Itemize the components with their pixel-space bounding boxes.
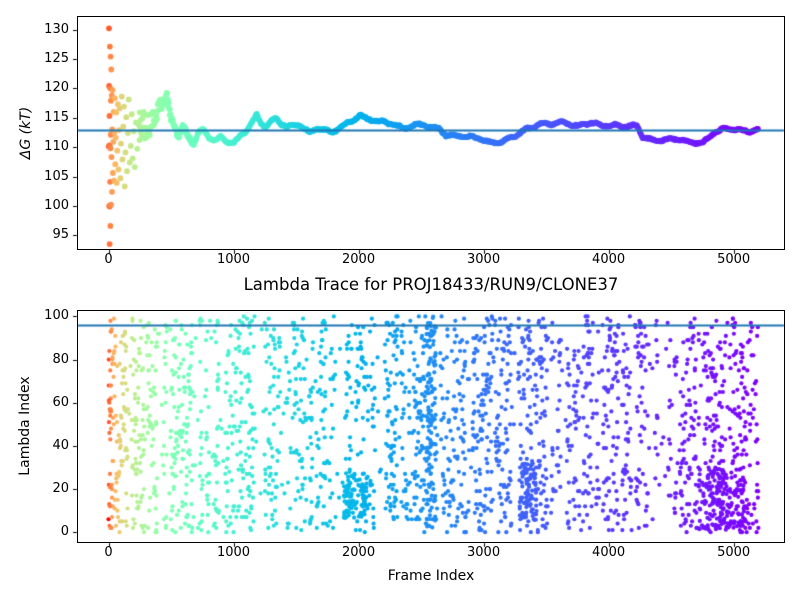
y-tick-label: 60 bbox=[52, 394, 69, 410]
y-tick-label: 80 bbox=[52, 351, 69, 367]
y-tick-label: 125 bbox=[44, 50, 69, 66]
x-tick-label: 5000 bbox=[717, 252, 751, 267]
x-tick-label: 3000 bbox=[467, 252, 501, 267]
x-tick-label: 4000 bbox=[592, 545, 626, 560]
y-tick-label: 115 bbox=[44, 109, 69, 125]
y-tick-label: 110 bbox=[44, 139, 69, 155]
x-tick-label: 0 bbox=[104, 252, 113, 267]
bottom-plot-title: Lambda Trace for PROJ18433/RUN9/CLONE37 bbox=[243, 275, 619, 294]
y-tick-label: 0 bbox=[60, 524, 69, 540]
y-tick-label: 40 bbox=[52, 437, 69, 453]
x-tick-label: 0 bbox=[104, 545, 113, 560]
x-tick-label: 2000 bbox=[342, 545, 376, 560]
y-tick-label: 100 bbox=[44, 308, 69, 324]
y-tick-label: 100 bbox=[44, 197, 69, 213]
bottom-y-axis-label: Lambda Index bbox=[17, 376, 33, 476]
y-tick-label: 130 bbox=[44, 21, 69, 37]
x-tick-label: 2000 bbox=[342, 252, 376, 267]
x-axis-label: Frame Index bbox=[387, 568, 475, 584]
x-tick-label: 1000 bbox=[216, 545, 251, 560]
x-tick-label: 4000 bbox=[592, 252, 626, 267]
y-tick-label: 95 bbox=[52, 227, 69, 243]
y-tick-label: 105 bbox=[44, 168, 69, 184]
y-tick-label: 120 bbox=[44, 80, 69, 96]
y-tick-label: 20 bbox=[52, 481, 69, 497]
x-tick-label: 5000 bbox=[717, 545, 751, 560]
x-tick-label: 1000 bbox=[216, 252, 251, 267]
x-tick-label: 3000 bbox=[467, 545, 501, 560]
